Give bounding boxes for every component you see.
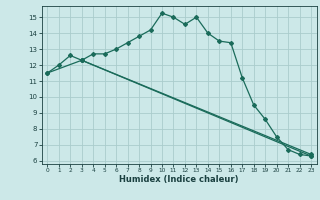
X-axis label: Humidex (Indice chaleur): Humidex (Indice chaleur) [119, 175, 239, 184]
